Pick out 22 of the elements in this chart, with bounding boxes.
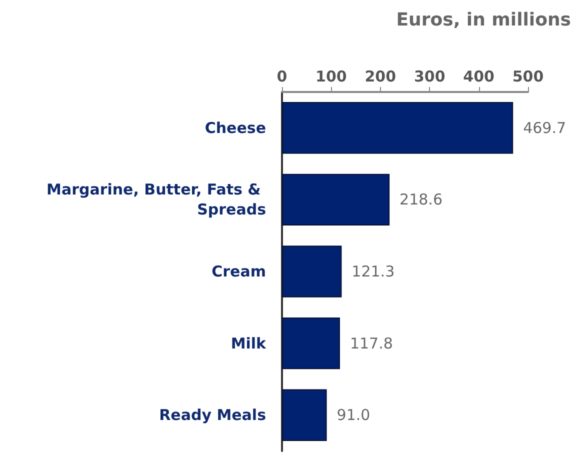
y-tick-label: Cream xyxy=(212,262,266,280)
data-label: 117.8 xyxy=(350,334,393,352)
x-tick-label: 200 xyxy=(364,68,396,86)
data-label: 469.7 xyxy=(523,118,566,137)
bar xyxy=(282,246,342,298)
data-label: 218.6 xyxy=(400,190,443,209)
bar xyxy=(282,174,390,226)
bar xyxy=(282,317,340,370)
data-label: 121.3 xyxy=(352,262,395,280)
y-tick-label: Milk xyxy=(230,334,268,352)
x-tick-label: 500 xyxy=(512,68,544,86)
data-label: 91.0 xyxy=(336,406,370,424)
x-tick-label: 0 xyxy=(276,68,288,86)
y-tick-label: Cheese xyxy=(204,118,266,137)
bar xyxy=(282,102,514,154)
bar xyxy=(282,389,327,441)
x-tick-label: 100 xyxy=(316,68,347,86)
y-tick-label: Ready Meals xyxy=(159,406,266,424)
y-tick-label: Margarine, Butter, Fats & Spreads xyxy=(46,180,266,219)
x-tick-label: 300 xyxy=(414,68,446,86)
x-tick-label: 400 xyxy=(463,68,494,86)
x-axis-title: Euros, in millions xyxy=(396,10,572,30)
